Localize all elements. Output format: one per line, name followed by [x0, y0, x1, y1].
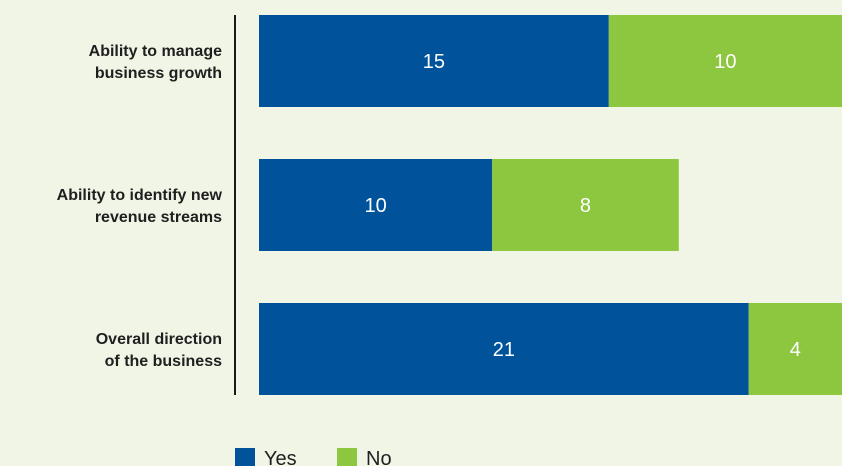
- data-label: 8: [580, 195, 591, 217]
- legend-label: No: [366, 448, 392, 466]
- data-label: 10: [714, 51, 736, 73]
- data-label: 10: [364, 195, 386, 217]
- bar-segment-yes: [259, 303, 749, 395]
- category-label: Overall direction: [96, 331, 222, 348]
- bar-segment-yes: [259, 15, 609, 107]
- category-label: of the business: [105, 353, 222, 370]
- bars-layer: 15 10 10 8 21 4: [259, 15, 842, 395]
- category-label: business growth: [95, 65, 222, 82]
- data-label: 15: [423, 51, 445, 73]
- legend-swatch-no: [337, 448, 357, 466]
- legend-swatch-yes: [235, 448, 255, 466]
- legend-label: Yes: [264, 448, 297, 466]
- category-label: Ability to identify new: [57, 187, 223, 204]
- legend: Yes No: [235, 448, 392, 466]
- bar-segment-no: [608, 15, 842, 107]
- bar-segment-no: [492, 159, 679, 251]
- category-labels-layer: Ability to manage business growth Ability …: [57, 43, 223, 370]
- bar-segment-no: [748, 303, 842, 395]
- bar-segment-yes: [259, 159, 493, 251]
- category-label: revenue streams: [95, 209, 222, 226]
- data-label: 21: [493, 339, 515, 361]
- category-label: Ability to manage: [89, 43, 222, 60]
- data-label: 4: [790, 339, 801, 361]
